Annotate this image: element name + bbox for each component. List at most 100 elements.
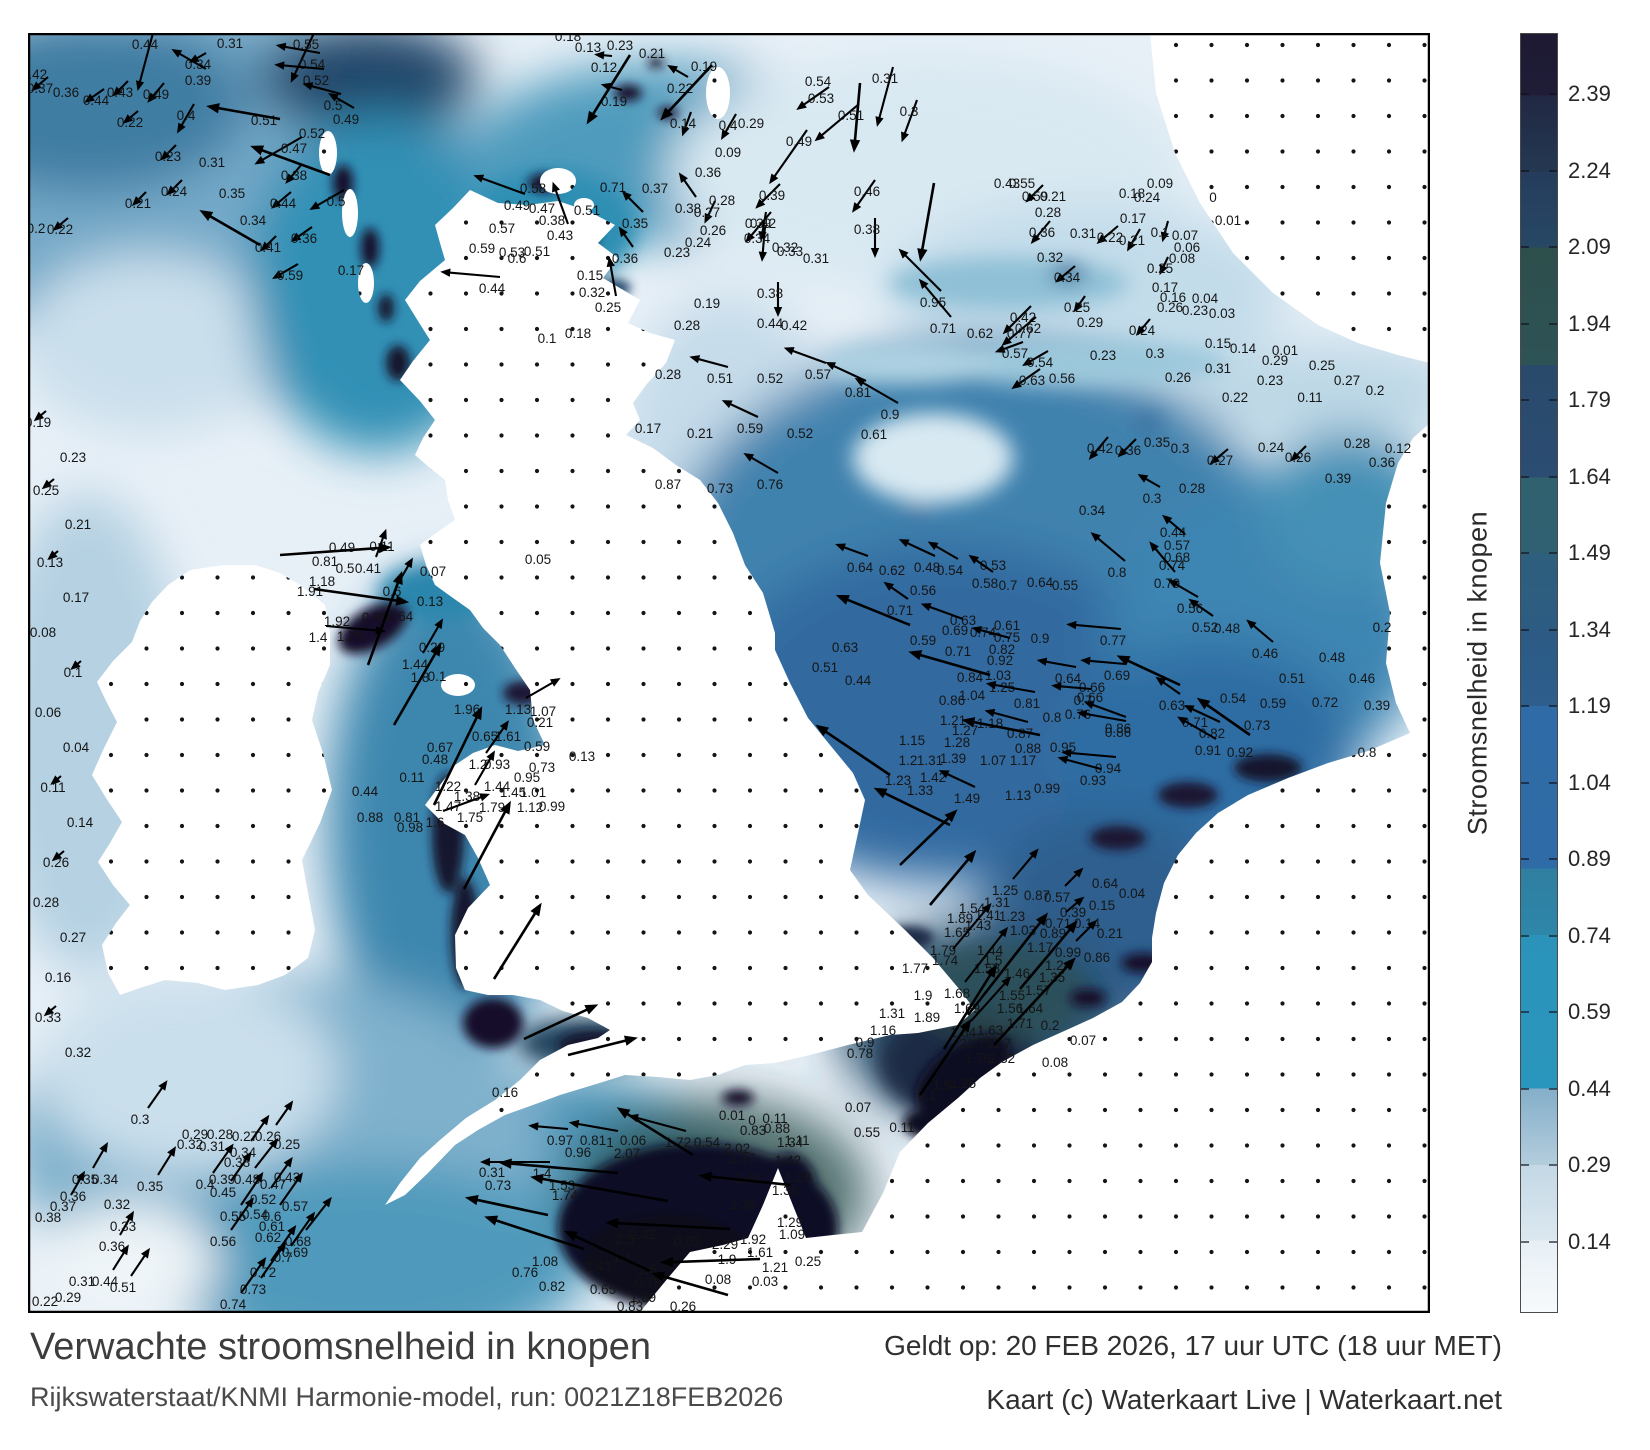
svg-text:1.12: 1.12 [517, 800, 543, 815]
svg-text:2.29: 2.29 [712, 1237, 738, 1252]
svg-text:0.23: 0.23 [1182, 303, 1208, 318]
svg-text:0.99: 0.99 [1055, 945, 1081, 960]
svg-text:2.35: 2.35 [730, 1197, 756, 1212]
svg-text:1.29: 1.29 [777, 1215, 803, 1230]
svg-text:1.9: 1.9 [933, 1078, 952, 1093]
svg-text:1.75: 1.75 [967, 1036, 993, 1051]
map-title: Verwachte stroomsnelheid in knopen [30, 1326, 652, 1368]
svg-text:1.42: 1.42 [920, 770, 946, 785]
colorbar-tick-mark [1549, 628, 1557, 631]
svg-text:0.89: 0.89 [1040, 926, 1066, 941]
svg-text:0.5: 0.5 [327, 194, 346, 209]
svg-text:0.29: 0.29 [1077, 315, 1103, 330]
svg-text:1.49: 1.49 [954, 791, 980, 806]
svg-text:0.27: 0.27 [60, 930, 86, 945]
land-isle-of-man [441, 674, 475, 696]
svg-text:0.48: 0.48 [914, 560, 940, 575]
svg-text:0.54: 0.54 [805, 74, 832, 89]
land-norway [1150, 33, 1430, 363]
svg-text:0.8: 0.8 [1358, 745, 1377, 760]
svg-text:0.34: 0.34 [1054, 270, 1081, 285]
svg-text:1.03: 1.03 [985, 668, 1011, 683]
svg-text:0.71: 0.71 [945, 644, 971, 659]
svg-text:2.37: 2.37 [729, 1151, 755, 1166]
svg-text:1.4: 1.4 [309, 630, 328, 645]
svg-text:0.32: 0.32 [65, 1045, 91, 1060]
svg-text:0.1: 0.1 [918, 1088, 937, 1103]
svg-text:0.59: 0.59 [277, 268, 303, 283]
svg-text:0.78: 0.78 [635, 1275, 661, 1290]
credit-line: Kaart (c) Waterkaart Live | Waterkaart.n… [986, 1384, 1502, 1415]
svg-text:0.25: 0.25 [274, 1137, 300, 1152]
svg-text:1.39: 1.39 [940, 751, 966, 766]
svg-text:0.79: 0.79 [1154, 576, 1180, 591]
svg-text:0.62: 0.62 [1015, 321, 1041, 336]
svg-text:1.33: 1.33 [907, 783, 933, 798]
svg-text:0: 0 [748, 1113, 756, 1128]
svg-text:0.28: 0.28 [674, 318, 700, 333]
svg-text:0.14: 0.14 [670, 116, 697, 131]
svg-text:0.96: 0.96 [565, 1145, 591, 1160]
svg-text:0.48: 0.48 [422, 752, 448, 767]
svg-text:0.37: 0.37 [28, 81, 53, 96]
svg-text:0.27: 0.27 [694, 205, 720, 220]
svg-text:1.17: 1.17 [1010, 753, 1036, 768]
svg-text:1.44: 1.44 [402, 657, 429, 672]
svg-text:0.52: 0.52 [299, 126, 325, 141]
svg-text:0.36: 0.36 [1029, 225, 1055, 240]
svg-text:0.24: 0.24 [1134, 190, 1161, 205]
svg-text:1.16: 1.16 [870, 1023, 896, 1038]
svg-text:0.38: 0.38 [854, 222, 880, 237]
svg-text:0.26: 0.26 [43, 855, 69, 870]
svg-text:0.15: 0.15 [1205, 336, 1231, 351]
svg-text:0.41: 0.41 [355, 561, 381, 576]
svg-text:0.22: 0.22 [47, 222, 73, 237]
land-ireland [92, 565, 332, 995]
svg-text:1.6: 1.6 [426, 815, 445, 830]
svg-text:0.13: 0.13 [417, 594, 443, 609]
svg-text:1.04: 1.04 [959, 688, 986, 703]
svg-text:0.23: 0.23 [60, 450, 86, 465]
svg-text:0.26: 0.26 [670, 1299, 696, 1313]
svg-text:1.44: 1.44 [484, 779, 511, 794]
svg-text:0.18: 0.18 [555, 33, 581, 44]
svg-text:0.53: 0.53 [980, 558, 1006, 573]
svg-text:1.42: 1.42 [775, 1153, 801, 1168]
svg-text:1.5: 1.5 [984, 953, 1003, 968]
svg-text:0.52: 0.52 [757, 371, 783, 386]
svg-text:0.55: 0.55 [1052, 578, 1078, 593]
svg-text:0.44: 0.44 [479, 281, 506, 296]
svg-text:0.38: 0.38 [281, 168, 307, 183]
svg-text:0.23: 0.23 [155, 149, 181, 164]
svg-text:0.3: 0.3 [1171, 441, 1190, 456]
svg-text:0.31: 0.31 [217, 36, 243, 51]
svg-text:1.63: 1.63 [977, 1023, 1003, 1038]
svg-text:0.39: 0.39 [1060, 905, 1086, 920]
svg-text:0.8: 0.8 [1108, 565, 1127, 580]
svg-text:0.21: 0.21 [639, 46, 665, 61]
svg-text:1.57: 1.57 [1025, 983, 1051, 998]
colorbar-tick-mark [1521, 934, 1529, 937]
svg-text:0.14: 0.14 [67, 815, 94, 830]
svg-text:0.32: 0.32 [579, 285, 605, 300]
svg-text:1.79: 1.79 [930, 943, 956, 958]
svg-text:0.95: 0.95 [920, 295, 946, 310]
svg-text:1.25: 1.25 [950, 1076, 976, 1091]
colorbar-tick-mark [1521, 628, 1529, 631]
colorbar-tick-mark [1549, 93, 1557, 96]
svg-text:0.28: 0.28 [1344, 436, 1370, 451]
svg-text:0.24: 0.24 [685, 235, 712, 250]
svg-text:1.21: 1.21 [940, 713, 966, 728]
colorbar-tick-label: 2.24 [1568, 157, 1611, 183]
svg-text:0.57: 0.57 [282, 1199, 308, 1214]
svg-text:0.59: 0.59 [524, 739, 550, 754]
colorbar-tick-mark [1521, 781, 1529, 784]
svg-text:0.08: 0.08 [1169, 251, 1195, 266]
svg-text:0.64: 0.64 [1055, 671, 1082, 686]
svg-text:0.19: 0.19 [694, 296, 720, 311]
svg-text:0.33: 0.33 [110, 1219, 136, 1234]
svg-text:0.84: 0.84 [957, 670, 984, 685]
svg-text:0.99: 0.99 [539, 799, 565, 814]
svg-text:0.99: 0.99 [1034, 781, 1060, 796]
svg-text:0.58: 0.58 [972, 576, 998, 591]
